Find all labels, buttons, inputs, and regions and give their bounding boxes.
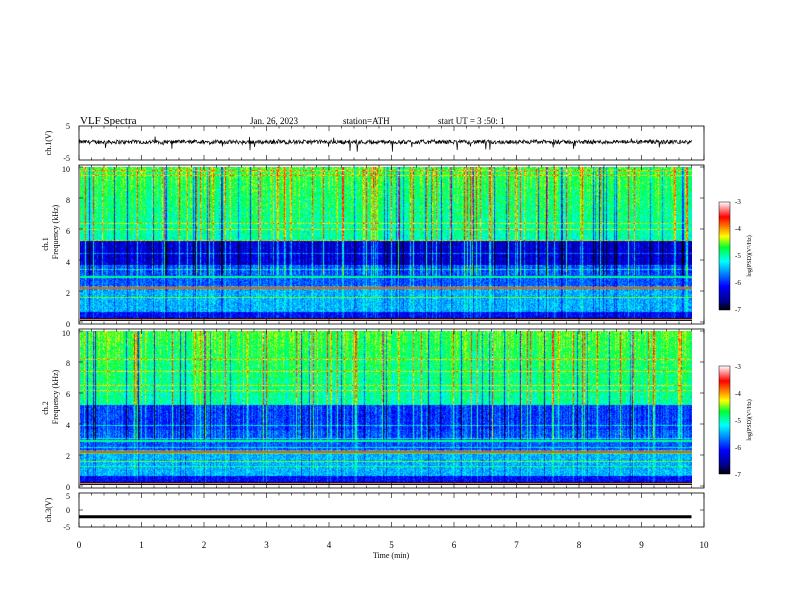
ch1-spectrogram-ylabel: Frequency (kHz): [51, 204, 60, 259]
ch2-spectrogram-panel: 0 2 4 6 8 10 ch.2 Frequency (kHz): [41, 328, 705, 492]
ch1-cbar-tick--4: -4: [735, 225, 741, 233]
ch2-spectrogram-image: [80, 331, 692, 485]
figure-title: VLF Spectra: [80, 115, 137, 127]
ch3-ytick-bottom: -5: [63, 523, 70, 532]
ch2-ytick-10: 10: [62, 329, 70, 338]
ch2-colorbar-label: log(PSD)(V²/Hz): [746, 399, 753, 440]
ch2-ytick-0: 0: [66, 483, 70, 492]
date-label: Jan. 26, 2023: [250, 116, 298, 126]
ch2-ytick-6: 6: [66, 390, 70, 399]
ch1-colorbar: -3 -4 -5 -6 -7 log(PSD)(V²/Hz): [718, 198, 753, 314]
ch1-ytick-8: 8: [66, 196, 70, 205]
ch1-ytick-6: 6: [66, 227, 70, 236]
ch2-colorbar: -3 -4 -5 -6 -7 log(PSD)(V²/Hz): [718, 363, 753, 479]
ch2-ytick-4: 4: [66, 421, 70, 430]
ch2-cbar-tick--3: -3: [735, 363, 741, 371]
xtick-3: 3: [264, 540, 269, 550]
ch1-cbar-tick--6: -6: [735, 279, 741, 287]
ch1-spectrogram-image: [80, 167, 692, 321]
ch2-cbar-tick--5: -5: [735, 417, 741, 425]
ch3-waveform-ticks: [78, 493, 705, 527]
ch3-ytick-top: 5: [66, 492, 70, 501]
ch2-ytick-2: 2: [66, 452, 70, 461]
ch1-cbar-tick--5: -5: [735, 252, 741, 260]
ch1-waveform-ticks: [78, 126, 705, 160]
x-axis-label: Time (min): [373, 551, 410, 560]
ch2-cbar-tick--6: -6: [735, 444, 741, 452]
ch1-ytick-2: 2: [66, 289, 70, 298]
xtick-5: 5: [389, 540, 394, 550]
xtick-7: 7: [514, 540, 519, 550]
ch1-waveform-ylabel: ch.1(V): [44, 130, 53, 155]
station-label: station=ATH: [343, 116, 390, 126]
ch1-ytick-top: 5: [66, 122, 70, 131]
ch1-spectrogram-ticks: [78, 165, 705, 324]
xtick-8: 8: [577, 540, 582, 550]
ch2-cbar-tick--7: -7: [735, 471, 741, 479]
ch1-waveform-line: [78, 136, 692, 152]
xtick-0: 0: [77, 540, 82, 550]
ch1-waveform-panel: 5 -5 ch.1(V): [44, 122, 705, 163]
xtick-10: 10: [700, 540, 710, 550]
ch1-spectrogram-channel-label: ch.1: [41, 237, 50, 251]
ch2-colorbar-scale: [718, 365, 731, 475]
ch2-spectrogram-ticks: [78, 329, 705, 488]
ch1-ytick-10: 10: [62, 165, 70, 174]
ch3-waveform-panel: 5 0 -5 ch.3(V): [44, 492, 705, 532]
xtick-6: 6: [452, 540, 457, 550]
ch1-ytick-bottom: -5: [63, 154, 70, 163]
ch1-colorbar-label: log(PSD)(V²/Hz): [746, 235, 753, 276]
ch1-ytick-0: 0: [66, 320, 70, 329]
ch2-spectrogram-ylabel: Frequency (kHz): [51, 369, 60, 424]
start-ut-label: start UT = 3 :50: 1: [438, 116, 505, 126]
ch2-ytick-8: 8: [66, 359, 70, 368]
ch1-spectrogram-panel: 0 2 4 6 8 10 ch.1 Frequency (kHz): [41, 164, 705, 329]
ch1-ytick-4: 4: [66, 258, 70, 267]
ch1-cbar-tick--3: -3: [735, 198, 741, 206]
ch3-ytick-zero: 0: [66, 506, 70, 515]
ch1-cbar-tick--7: -7: [735, 306, 741, 314]
ch2-spectrogram-channel-label: ch.2: [41, 401, 50, 415]
ch3-waveform-frame: [78, 492, 705, 528]
xtick-4: 4: [327, 540, 332, 550]
xtick-2: 2: [202, 540, 207, 550]
ch1-colorbar-scale: [718, 201, 731, 311]
ch2-cbar-tick--4: -4: [735, 390, 741, 398]
xtick-9: 9: [639, 540, 644, 550]
x-axis: 0 1 2 3 4 5 6 7 8 9 10 Time (min): [77, 540, 709, 560]
xtick-1: 1: [139, 540, 144, 550]
ch3-waveform-ylabel: ch.3(V): [44, 497, 53, 522]
